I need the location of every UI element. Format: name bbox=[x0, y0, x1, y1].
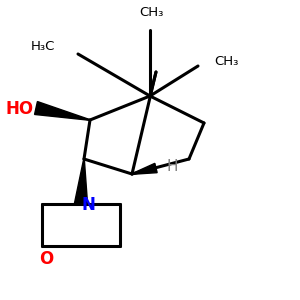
Text: HO: HO bbox=[5, 100, 34, 118]
Text: CH₃: CH₃ bbox=[214, 55, 239, 68]
Text: CH₃: CH₃ bbox=[139, 7, 164, 20]
Text: N: N bbox=[82, 196, 95, 214]
Text: H: H bbox=[167, 159, 178, 174]
Polygon shape bbox=[74, 159, 88, 204]
Polygon shape bbox=[132, 163, 157, 174]
Polygon shape bbox=[34, 102, 90, 120]
Polygon shape bbox=[36, 108, 90, 120]
Text: H₃C: H₃C bbox=[31, 40, 56, 53]
Text: O: O bbox=[39, 250, 54, 268]
